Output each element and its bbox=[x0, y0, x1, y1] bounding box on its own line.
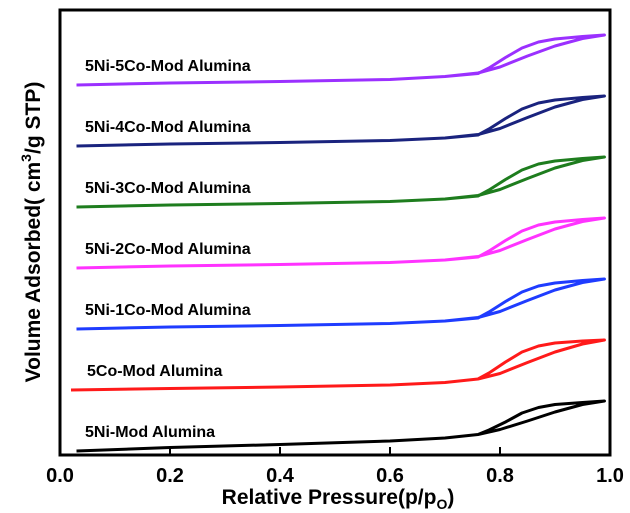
series-label: 5Ni-4Co-Mod Alumina bbox=[85, 119, 251, 136]
isotherm-4 bbox=[76, 277, 606, 331]
series-label: 5Ni-1Co-Mod Alumina bbox=[85, 302, 251, 319]
isotherm-6 bbox=[76, 399, 606, 453]
series-label: 5Ni-2Co-Mod Alumina bbox=[85, 241, 251, 258]
y-axis-title: Volume Adsorbed( cm3/g STP) bbox=[18, 82, 45, 383]
x-axis-title-sub: O bbox=[436, 496, 447, 512]
series-label: 5Co-Mod Alumina bbox=[87, 363, 223, 380]
x-tick-label: 0.0 bbox=[46, 465, 74, 487]
isotherm-curves bbox=[70, 33, 606, 453]
x-tick-label: 0.4 bbox=[266, 465, 295, 487]
x-tick-label: 0.8 bbox=[486, 465, 514, 487]
x-axis-title-main: Relative Pressure(p/p bbox=[222, 486, 437, 509]
x-tick-label: 0.6 bbox=[376, 465, 404, 487]
y-axis-title-sup: 3 bbox=[18, 154, 34, 162]
y-axis-title-end: /g STP) bbox=[22, 82, 45, 154]
plot-frame bbox=[58, 8, 612, 457]
series-label: 5Ni-5Co-Mod Alumina bbox=[85, 58, 251, 75]
series-labels: 5Ni-5Co-Mod Alumina 5Ni-4Co-Mod Alumina 5N… bbox=[85, 58, 251, 441]
y-axis-title-main: Volume Adsorbed( cm bbox=[22, 162, 45, 383]
x-tick-label: 1.0 bbox=[596, 465, 624, 487]
x-axis-title: Relative Pressure(p/pO) bbox=[222, 486, 455, 512]
x-axis-title-end: ) bbox=[447, 486, 454, 509]
isotherm-3 bbox=[76, 216, 606, 270]
series-label: 5Ni-3Co-Mod Alumina bbox=[85, 180, 251, 197]
isotherm-2 bbox=[76, 155, 606, 209]
isotherm-1 bbox=[76, 94, 606, 148]
x-tick-label: 0.2 bbox=[156, 465, 184, 487]
x-ticks: 0.0 0.2 0.4 0.6 0.8 1.0 bbox=[46, 447, 624, 487]
isotherm-0 bbox=[76, 33, 606, 87]
isotherm-5 bbox=[70, 338, 606, 392]
series-label: 5Ni-Mod Alumina bbox=[85, 424, 215, 441]
